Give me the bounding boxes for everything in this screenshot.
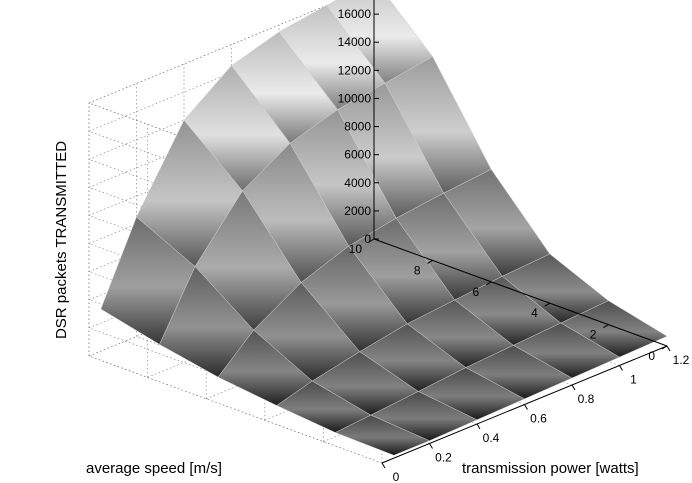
- y-tick-label: 4: [531, 306, 538, 320]
- y-tick-mark: [485, 281, 492, 286]
- x-tick-mark: [666, 345, 671, 352]
- y-tick-mark: [603, 324, 609, 329]
- y-tick-mark: [661, 345, 668, 350]
- y-tick-label: 6: [473, 285, 480, 299]
- x-tick-label: 1.2: [673, 353, 690, 367]
- x-tick-label: 0.8: [578, 392, 595, 406]
- surface-plot: [100, 0, 668, 456]
- z-tick-label: 10000: [338, 91, 372, 105]
- x-tick-mark: [429, 443, 433, 449]
- axes-box: [368, 0, 671, 469]
- x-tick-label: 1: [630, 373, 637, 387]
- x-tick-mark: [524, 404, 528, 410]
- x-tick-label: 0.6: [530, 412, 547, 426]
- y-tick-mark: [427, 259, 433, 264]
- x-axis-label: transmission power [watts]: [462, 460, 639, 477]
- y-tick-label: 0: [648, 349, 655, 363]
- x-tick-label: 0: [393, 470, 400, 483]
- z-tick-label: 12000: [338, 63, 372, 77]
- y-axis-label: average speed [m/s]: [86, 460, 222, 477]
- z-tick-label: 8000: [344, 120, 371, 134]
- z-tick-label: 16000: [338, 7, 372, 21]
- x-tick-label: 0.4: [483, 431, 500, 445]
- x-tick-mark: [571, 384, 576, 391]
- x-tick-mark: [476, 423, 481, 430]
- y-tick-label: 10: [349, 242, 363, 256]
- y-tick-mark: [544, 302, 551, 307]
- x-tick-mark: [381, 462, 386, 469]
- surface-facet: [560, 300, 668, 358]
- x-tick-label: 0.2: [435, 451, 452, 465]
- y-axis-line: [373, 238, 668, 347]
- z-tick-label: 2000: [344, 204, 371, 218]
- z-tick-label: 0: [364, 232, 371, 246]
- z-tick-label: 14000: [338, 35, 372, 49]
- y-tick-mark: [368, 238, 375, 243]
- z-tick-label: 4000: [344, 176, 371, 190]
- tick-labels: 00.20.40.60.811.202468100200040006000800…: [338, 7, 690, 483]
- y-tick-label: 8: [414, 263, 421, 277]
- z-axis-label: DSR packets TRANSMITTED: [53, 141, 70, 339]
- x-tick-mark: [619, 365, 623, 371]
- z-tick-label: 6000: [344, 148, 371, 162]
- y-tick-label: 2: [590, 328, 597, 342]
